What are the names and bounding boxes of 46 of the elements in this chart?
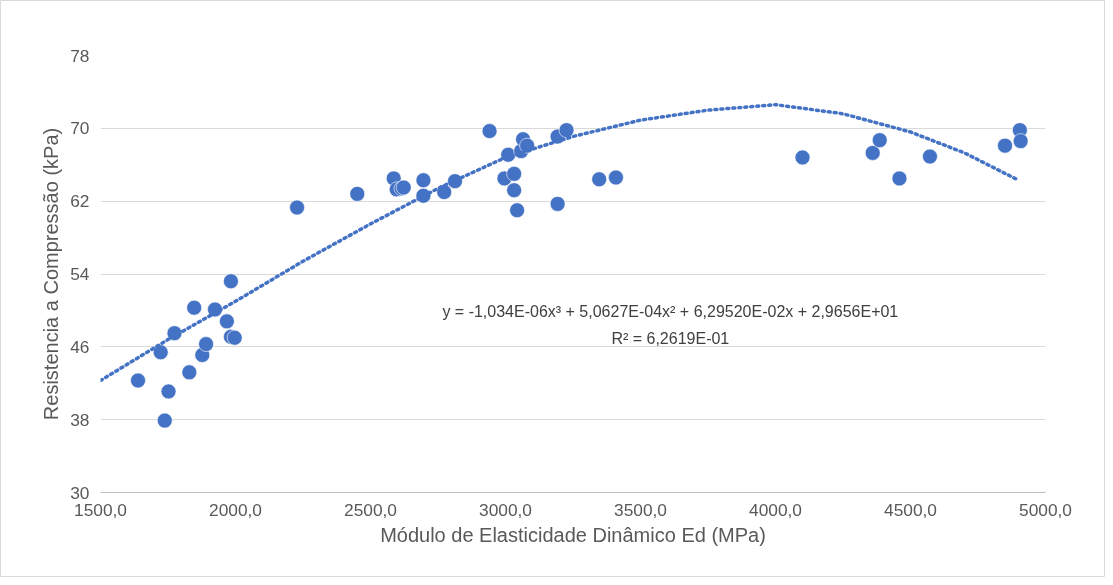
point [891,170,908,187]
y-tick-label: 70 [70,118,90,139]
y-tick-label: 54 [70,264,90,284]
point [160,383,177,400]
point [997,137,1013,154]
point [871,132,888,148]
point [922,148,938,165]
y-tick-label: 38 [70,409,90,430]
y-axis-title: Resistencia a Compressão (kPa) [40,127,63,421]
point [186,299,202,316]
point [506,166,522,182]
x-tick-label: 5000,0 [1019,499,1072,520]
point [198,336,214,352]
point [223,273,239,290]
x-tick-label: 3500,0 [614,499,667,520]
x-tick-label: 3000,0 [479,499,532,520]
point [226,329,243,346]
point [481,123,498,139]
point [794,149,811,166]
x-tick-label: 4000,0 [749,499,802,520]
y-tick-label: 78 [70,45,90,66]
x-tick-label: 2000,0 [209,499,262,520]
annotation: y = -1,034E-06x³ + 5,0627E-04x² + 6,29520E-02x + 2,9656E+01 [442,302,899,320]
point [415,172,432,189]
point [591,171,607,188]
point [130,372,146,389]
point [219,313,235,330]
point [1012,133,1029,149]
point [558,122,575,138]
point [289,199,305,216]
point [608,169,624,186]
annotation: R² = 6,2619E-01 [611,330,730,348]
point [181,364,198,381]
y-tick-label: 46 [70,336,90,357]
y-tick-label: 62 [70,191,90,212]
point [436,184,453,200]
point [152,344,169,361]
x-tick-label: 4500,0 [884,499,937,520]
point [156,412,173,429]
x-axis-title: Módulo de Elasticidade Dinâmico Ed (MPa) [380,523,766,546]
point [506,182,522,199]
point [509,202,525,219]
point [549,196,566,212]
point [864,145,881,161]
x-tick-label: 2500,0 [344,499,397,520]
point [349,186,366,202]
